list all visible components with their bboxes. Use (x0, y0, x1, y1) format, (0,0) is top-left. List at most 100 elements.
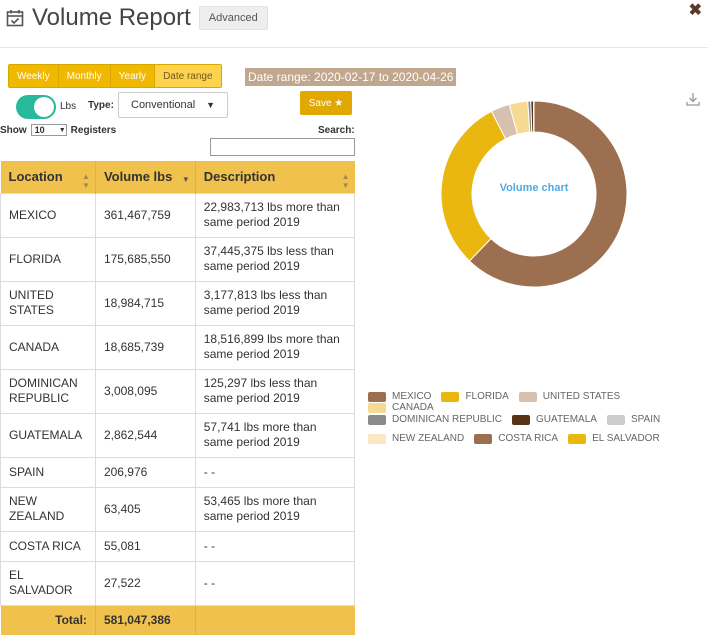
legend-swatch (568, 434, 586, 444)
volume-cell: 18,685,739 (95, 325, 195, 369)
legend-swatch (368, 434, 386, 444)
legend-item[interactable]: EL SALVADOR (568, 433, 660, 444)
col-location-label: Location (9, 169, 63, 184)
legend-label: GUATEMALA (536, 414, 597, 425)
entries-select[interactable]: 10 ▼ (31, 124, 67, 136)
chart-title: Volume chart (442, 182, 626, 194)
volume-cell: 63,405 (95, 487, 195, 531)
legend-swatch (474, 434, 492, 444)
table-total-row: Total: 581,047,386 (1, 605, 355, 635)
legend-swatch (441, 392, 459, 402)
page-header: Volume Report Advanced (6, 4, 268, 32)
show-label: Show (0, 125, 27, 136)
legend-swatch (607, 415, 625, 425)
location-cell: UNITED STATES (1, 281, 96, 325)
caret-down-icon: ▼ (206, 100, 215, 110)
volume-cell: 361,467,759 (95, 193, 195, 237)
volume-cell: 18,984,715 (95, 281, 195, 325)
description-cell: - - (195, 561, 354, 605)
download-icon[interactable] (686, 92, 700, 106)
description-cell: 125,297 lbs less than same period 2019 (195, 369, 354, 413)
total-value: 581,047,386 (95, 605, 195, 635)
advanced-button[interactable]: Advanced (199, 6, 268, 30)
legend-label: NEW ZEALAND (392, 433, 464, 444)
calendar-check-icon (6, 9, 24, 27)
legend-label: SPAIN (631, 414, 660, 425)
volume-cell: 55,081 (95, 531, 195, 561)
type-select-value: Conventional (131, 99, 195, 111)
search-input[interactable] (210, 138, 355, 156)
legend-label: MEXICO (392, 391, 431, 402)
close-icon[interactable]: ✖ (689, 0, 702, 20)
location-cell: EL SALVADOR (1, 561, 96, 605)
period-selector: Weekly Monthly Yearly Date range (8, 64, 222, 88)
total-label: Total: (1, 605, 96, 635)
save-button[interactable]: Save ★ (300, 91, 352, 115)
type-select[interactable]: Conventional ▼ (118, 92, 228, 118)
col-volume-label: Volume lbs (104, 169, 172, 184)
legend-label: UNITED STATES (543, 391, 620, 402)
description-cell: 22,983,713 lbs more than same period 201… (195, 193, 354, 237)
unit-toggle-label: Lbs (60, 101, 76, 112)
legend-item[interactable]: COSTA RICA (474, 433, 558, 444)
col-location[interactable]: Location ▲▼ (1, 161, 96, 193)
legend-label: COSTA RICA (498, 433, 558, 444)
description-cell: 53,465 lbs more than same period 2019 (195, 487, 354, 531)
unit-toggle[interactable] (16, 95, 56, 119)
legend-swatch (368, 392, 386, 402)
period-yearly-button[interactable]: Yearly (111, 65, 155, 87)
legend-label: CANADA (392, 402, 434, 413)
total-empty-cell (195, 605, 354, 635)
search-label: Search: (318, 125, 355, 136)
legend-item[interactable]: DOMINICAN REPUBLIC (368, 414, 502, 425)
entries-select-value: 10 (35, 125, 45, 135)
type-label: Type: (88, 100, 114, 111)
volume-cell: 3,008,095 (95, 369, 195, 413)
sort-desc-icon: ▼ (182, 175, 190, 184)
legend-item[interactable]: SPAIN (607, 414, 660, 425)
date-range-label: Date range: 2020-02-17 to 2020-04-26 (245, 68, 456, 86)
description-cell: 18,516,899 lbs more than same period 201… (195, 325, 354, 369)
legend-item[interactable]: NEW ZEALAND (368, 433, 464, 444)
location-cell: MEXICO (1, 193, 96, 237)
volume-cell: 27,522 (95, 561, 195, 605)
period-weekly-button[interactable]: Weekly (9, 65, 59, 87)
legend-item[interactable]: FLORIDA (441, 391, 508, 402)
page-title: Volume Report (32, 4, 191, 32)
legend-row: MEXICO FLORIDA UNITED STATES CANADA (368, 391, 704, 410)
col-volume[interactable]: Volume lbs ▼ (95, 161, 195, 193)
chart-legend: MEXICO FLORIDA UNITED STATES CANADA DOMI… (368, 391, 704, 448)
col-description[interactable]: Description▲▼ (195, 161, 354, 193)
location-cell: DOMINICAN REPUBLIC (1, 369, 96, 413)
legend-item[interactable]: UNITED STATES (519, 391, 620, 402)
description-cell: 57,741 lbs more than same period 2019 (195, 413, 354, 457)
legend-item[interactable]: GUATEMALA (512, 414, 597, 425)
description-cell: 37,445,375 lbs less than same period 201… (195, 237, 354, 281)
volume-cell: 175,685,550 (95, 237, 195, 281)
description-cell: - - (195, 457, 354, 487)
period-date-range-button[interactable]: Date range (155, 65, 220, 87)
show-entries-row: Show 10 ▼ Registers (0, 124, 116, 136)
location-cell: FLORIDA (1, 237, 96, 281)
legend-label: DOMINICAN REPUBLIC (392, 414, 502, 425)
legend-swatch (512, 415, 530, 425)
location-cell: CANADA (1, 325, 96, 369)
description-cell: 3,177,813 lbs less than same period 2019 (195, 281, 354, 325)
location-cell: COSTA RICA (1, 531, 96, 561)
period-monthly-button[interactable]: Monthly (59, 65, 111, 87)
sort-icon: ▲▼ (82, 172, 90, 190)
sort-icon: ▲▼ (342, 172, 350, 190)
legend-swatch (368, 415, 386, 425)
volume-table: Location ▲▼ Volume lbs ▼ Description▲▼ MEX… (0, 161, 355, 635)
legend-item[interactable]: CANADA (368, 402, 434, 413)
legend-item[interactable]: MEXICO (368, 391, 431, 402)
legend-swatch (519, 392, 537, 402)
